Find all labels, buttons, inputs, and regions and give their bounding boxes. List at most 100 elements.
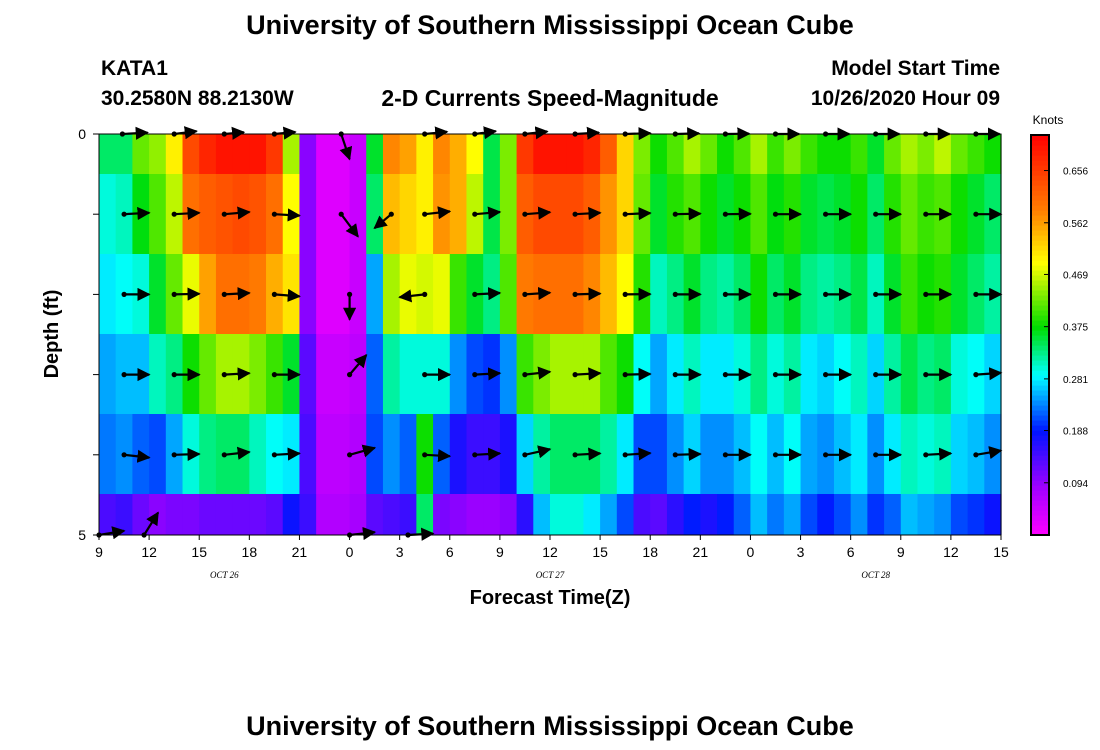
heat-cell — [282, 134, 301, 174]
heat-cell — [449, 254, 468, 334]
heat-cell — [433, 414, 451, 494]
heat-cell — [165, 494, 184, 535]
colorbar-segment — [1031, 185, 1049, 191]
heat-cell — [700, 254, 718, 334]
current-vector — [625, 367, 652, 381]
vector-origin — [171, 372, 177, 378]
heat-cell — [132, 134, 150, 174]
heat-cell — [99, 414, 117, 494]
heat-cell — [817, 494, 835, 535]
heat-cell — [399, 174, 417, 254]
heat-cell — [800, 174, 818, 254]
x-tick-label: 15 — [191, 544, 207, 560]
heat-cell — [349, 494, 367, 535]
heat-cell — [433, 254, 451, 334]
current-vector — [224, 206, 251, 220]
colorbar-segment — [1031, 195, 1049, 201]
heat-cell — [249, 254, 267, 334]
colorbar-segment — [1031, 405, 1049, 411]
heat-cell — [950, 494, 969, 535]
heat-cell — [850, 334, 868, 414]
heat-cell — [249, 134, 267, 174]
colorbar-segment — [1031, 225, 1049, 231]
heat-cell — [884, 494, 902, 535]
colorbar-segment — [1031, 180, 1049, 186]
colorbar-tick-label: 0.469 — [1063, 270, 1088, 281]
heat-cell — [900, 174, 919, 254]
heat-cell — [616, 494, 635, 535]
heat-cell — [499, 134, 518, 174]
current-vector — [224, 367, 251, 381]
heat-cell — [800, 494, 818, 535]
current-vector — [424, 206, 452, 220]
heat-cell — [382, 254, 401, 334]
heat-cell — [399, 134, 417, 174]
heat-cell — [199, 174, 217, 254]
x-tick-label: 3 — [797, 544, 805, 560]
heat-cell — [950, 134, 969, 174]
heat-cell — [433, 134, 451, 174]
heat-cell — [750, 494, 768, 535]
x-tick-label: 21 — [292, 544, 308, 560]
heat-cell — [917, 494, 935, 535]
colorbar-segment — [1031, 520, 1049, 526]
heat-cell — [917, 134, 935, 174]
colorbar-segment — [1031, 445, 1049, 451]
x-tick-label: 12 — [141, 544, 157, 560]
colorbar-segment — [1031, 215, 1049, 221]
colorbar-segment — [1031, 145, 1049, 151]
current-vector — [224, 446, 251, 460]
heat-cell — [650, 254, 668, 334]
colorbar-segment — [1031, 355, 1049, 361]
colorbar-segment — [1031, 475, 1049, 481]
x-tick-label: 9 — [95, 544, 103, 560]
current-vector — [575, 367, 602, 381]
heat-cell — [433, 494, 451, 535]
heat-cell — [683, 134, 701, 174]
heat-cell — [182, 494, 200, 535]
x-tick-label: 9 — [496, 544, 504, 560]
colorbar-segment — [1031, 200, 1049, 206]
current-vector — [123, 449, 151, 463]
vector-origin — [171, 452, 177, 458]
vector-origin — [221, 372, 227, 378]
heat-cell — [967, 494, 985, 535]
heat-cell — [282, 494, 301, 535]
colorbar-segment — [1031, 360, 1049, 366]
heat-cell — [717, 134, 735, 174]
vector-origin — [221, 452, 227, 458]
heat-cell — [550, 494, 568, 535]
heat-cell — [900, 254, 919, 334]
heat-cell — [399, 334, 417, 414]
heat-cell — [700, 414, 718, 494]
heat-cell — [299, 134, 317, 174]
colorbar-segment — [1031, 480, 1049, 486]
heat-cell — [950, 174, 969, 254]
colorbar-segment — [1031, 375, 1049, 381]
current-vector — [340, 213, 359, 238]
heat-cell — [182, 134, 200, 174]
heat-cell — [366, 334, 384, 414]
heat-cell — [800, 334, 818, 414]
x-tick-label: 6 — [446, 544, 454, 560]
heat-cell — [316, 414, 334, 494]
colorbar-segment — [1031, 320, 1049, 326]
x-tick-label: 9 — [897, 544, 905, 560]
heat-cell — [733, 134, 752, 174]
colorbar-frame — [1030, 134, 1050, 536]
heat-cell — [600, 174, 618, 254]
x-tick-label: 21 — [693, 544, 709, 560]
date-label: OCT 28 — [861, 570, 890, 580]
current-vector — [274, 288, 301, 303]
current-vector — [524, 286, 552, 301]
heat-cell — [449, 134, 468, 174]
colorbar-segment — [1031, 470, 1049, 476]
heat-cell — [249, 494, 267, 535]
colorbar-segment — [1031, 250, 1049, 256]
colorbar-segment — [1031, 310, 1049, 316]
heat-cell — [600, 134, 618, 174]
heat-cell — [366, 134, 384, 174]
heat-cell — [282, 254, 301, 334]
heat-cell — [700, 174, 718, 254]
heat-cell — [416, 134, 434, 174]
